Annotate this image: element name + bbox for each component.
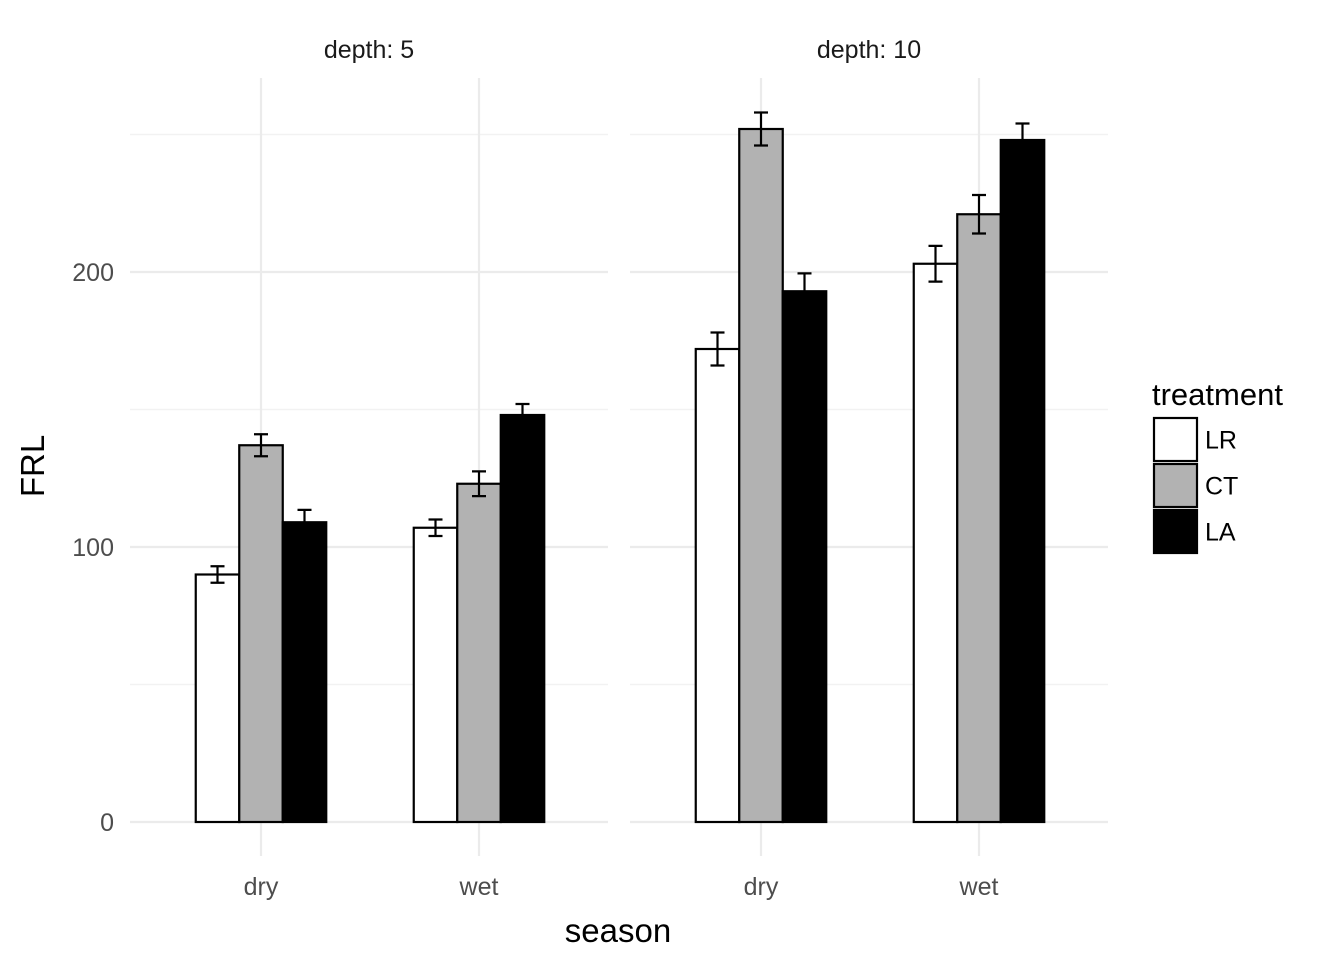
bar-lr-dry xyxy=(194,573,241,824)
bar-lr-wet xyxy=(412,526,459,824)
facet-strip-label: depth: 10 xyxy=(817,36,921,64)
error-bar-ct-wet xyxy=(472,470,486,498)
bar-la-wet xyxy=(499,413,546,824)
panel-1: dry wet xyxy=(130,78,608,901)
y-tick-label: 0 xyxy=(100,809,114,837)
x-tick-label: dry xyxy=(244,873,279,901)
error-bar-lr-wet xyxy=(928,244,943,283)
bar-ct-wet xyxy=(956,213,1002,824)
legend-key-lr xyxy=(1152,416,1199,463)
y-axis: 0 100 200 xyxy=(72,259,114,837)
error-bar-ct-dry xyxy=(754,111,768,147)
x-tick-label: dry xyxy=(744,873,779,901)
bar-ct-dry xyxy=(738,127,784,824)
x-tick-label: wet xyxy=(959,873,999,901)
legend: treatment LR CT LA xyxy=(1152,377,1283,555)
error-bar-ct-wet xyxy=(972,193,986,235)
bar-ct-wet xyxy=(456,482,502,824)
legend-key-ct xyxy=(1152,462,1199,509)
facet-strip-label: depth: 5 xyxy=(324,36,414,64)
legend-label-la: LA xyxy=(1205,519,1236,547)
plot-panels: dry wet dry wet xyxy=(130,78,1108,901)
error-bar-lr-wet xyxy=(428,518,443,538)
bar-la-wet xyxy=(999,138,1046,824)
error-bar-ct-dry xyxy=(254,433,268,458)
x-tick-label: wet xyxy=(459,873,499,901)
error-bar-la-wet xyxy=(1015,122,1030,158)
panel-2: dry wet xyxy=(630,78,1108,901)
legend-key-la xyxy=(1152,508,1199,555)
error-bar-la-wet xyxy=(515,402,530,428)
y-tick-label: 200 xyxy=(72,259,114,287)
error-bar-lr-dry xyxy=(210,565,225,584)
facet-strips: depth: 5 depth: 10 xyxy=(324,36,921,64)
error-bar-la-dry xyxy=(797,272,812,311)
error-bar-lr-dry xyxy=(710,331,725,367)
error-bar-la-dry xyxy=(297,508,312,536)
y-tick-label: 100 xyxy=(72,534,114,562)
bar-ct-dry xyxy=(238,444,284,824)
bar-lr-wet xyxy=(912,262,959,824)
legend-title: treatment xyxy=(1152,377,1283,412)
legend-label-lr: LR xyxy=(1205,427,1237,455)
bar-lr-dry xyxy=(694,347,741,824)
bar-la-dry xyxy=(281,521,328,824)
legend-label-ct: CT xyxy=(1205,473,1238,501)
y-axis-title: FRL xyxy=(14,435,51,497)
bar-la-dry xyxy=(781,290,828,824)
x-axis-title: season xyxy=(565,912,671,949)
